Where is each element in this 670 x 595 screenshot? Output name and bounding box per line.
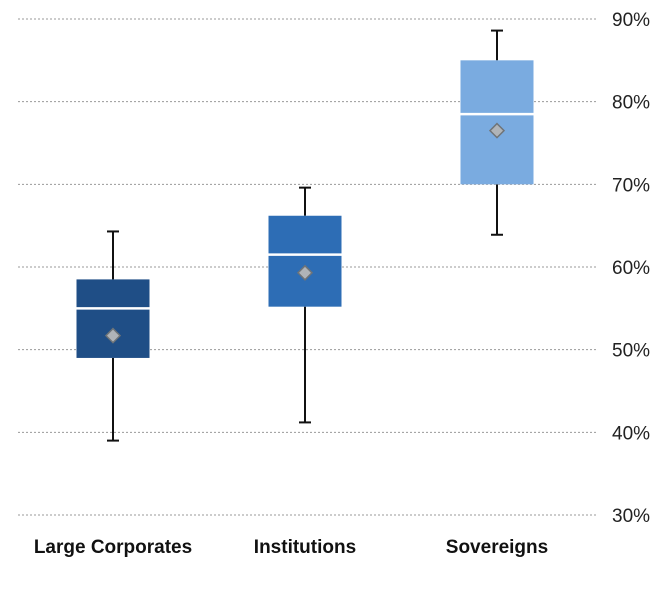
mean-marker xyxy=(296,264,314,281)
y-tick-label: 80% xyxy=(612,93,650,114)
iqr-box xyxy=(460,60,534,185)
category-label: Large Corporates xyxy=(34,537,192,558)
mean-marker xyxy=(488,122,506,139)
box-sovereigns xyxy=(460,29,534,236)
y-tick-label: 60% xyxy=(612,258,650,279)
iqr-box xyxy=(268,215,342,307)
box-institutions xyxy=(268,186,342,424)
mean-marker xyxy=(104,327,122,344)
y-tick-label: 30% xyxy=(612,506,650,527)
category-label: Sovereigns xyxy=(446,537,548,558)
category-labels: Large Corporates Institutions Sovereigns xyxy=(34,537,548,558)
iqr-box xyxy=(76,279,150,358)
y-tick-label: 70% xyxy=(612,175,650,196)
y-tick-label: 40% xyxy=(612,423,650,444)
boxes xyxy=(76,29,534,442)
category-label: Institutions xyxy=(254,537,356,558)
y-axis-tick-labels: 90% 80% 70% 60% 50% 40% 30% xyxy=(612,10,650,527)
y-tick-label: 50% xyxy=(612,341,650,362)
y-tick-label: 90% xyxy=(612,10,650,31)
box-large-corporates xyxy=(76,230,150,442)
